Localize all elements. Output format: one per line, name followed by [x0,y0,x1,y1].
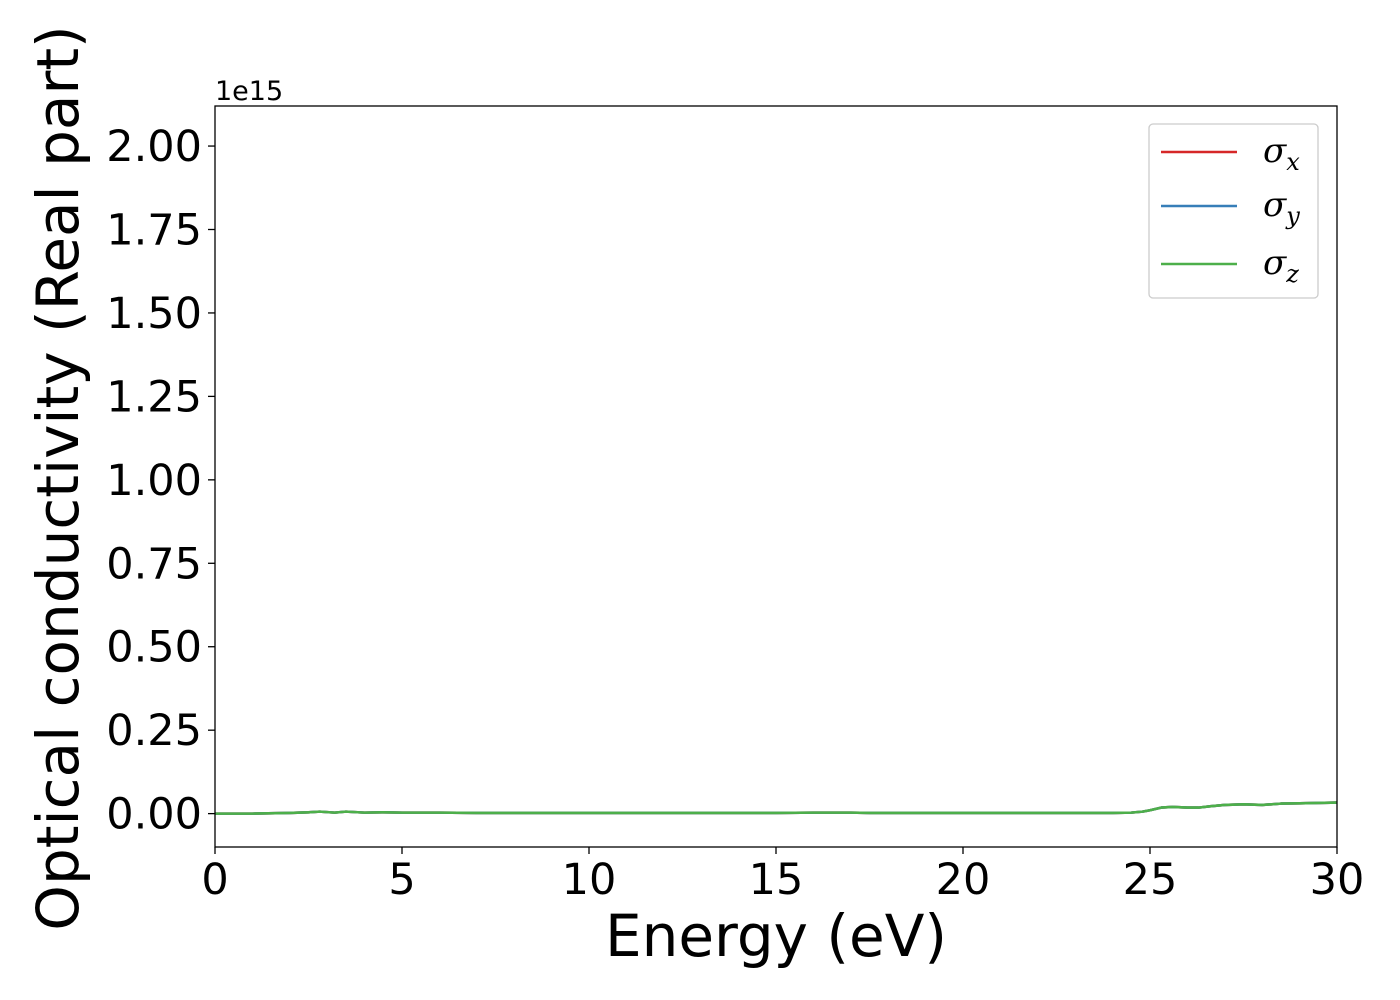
y-tick-label: 0.00 [106,790,202,840]
y-tick-label: 0.50 [106,623,202,673]
legend-label-x: σx [1263,131,1300,176]
legend-label-z: σz [1263,243,1299,288]
y-tick-label: 0.75 [106,539,202,589]
x-tick-label: 30 [1310,855,1365,905]
legend-symbol: σ [1263,185,1287,225]
x-tick-label: 5 [388,855,415,905]
x-tick-label: 0 [201,855,228,905]
x-axis-title: Energy (eV) [605,902,947,970]
x-tick-label: 20 [936,855,991,905]
legend-subscript: x [1286,148,1300,176]
legend-frame [1148,123,1319,299]
x-axis: 0 5 10 15 20 25 30 [201,847,1364,905]
y-axis-title: Optical conductivity (Real part) [24,25,92,930]
x-tick-label: 25 [1123,855,1178,905]
series-layer [215,801,1338,815]
y-tick-label: 0.25 [106,706,202,756]
legend-symbol: σ [1263,243,1287,283]
x-tick-label: 10 [562,855,617,905]
y-tick-label: 1.25 [106,372,202,422]
legend-label-y: σy [1263,185,1300,230]
legend-subscript: z [1285,260,1299,288]
y-offset-label: 1e15 [215,76,283,107]
x-tick-label: 15 [749,855,804,905]
series-line-z [215,801,1338,815]
y-tick-label: 1.50 [106,289,202,339]
y-tick-label: 1.00 [106,456,202,506]
legend-subscript: y [1285,202,1300,230]
y-axis: 0.00 0.25 0.50 0.75 1.00 1.25 1.50 1.75 2.00 [106,122,215,840]
y-tick-label: 1.75 [106,206,202,256]
legend-symbol: σ [1263,131,1287,171]
y-tick-label: 2.00 [106,122,202,172]
